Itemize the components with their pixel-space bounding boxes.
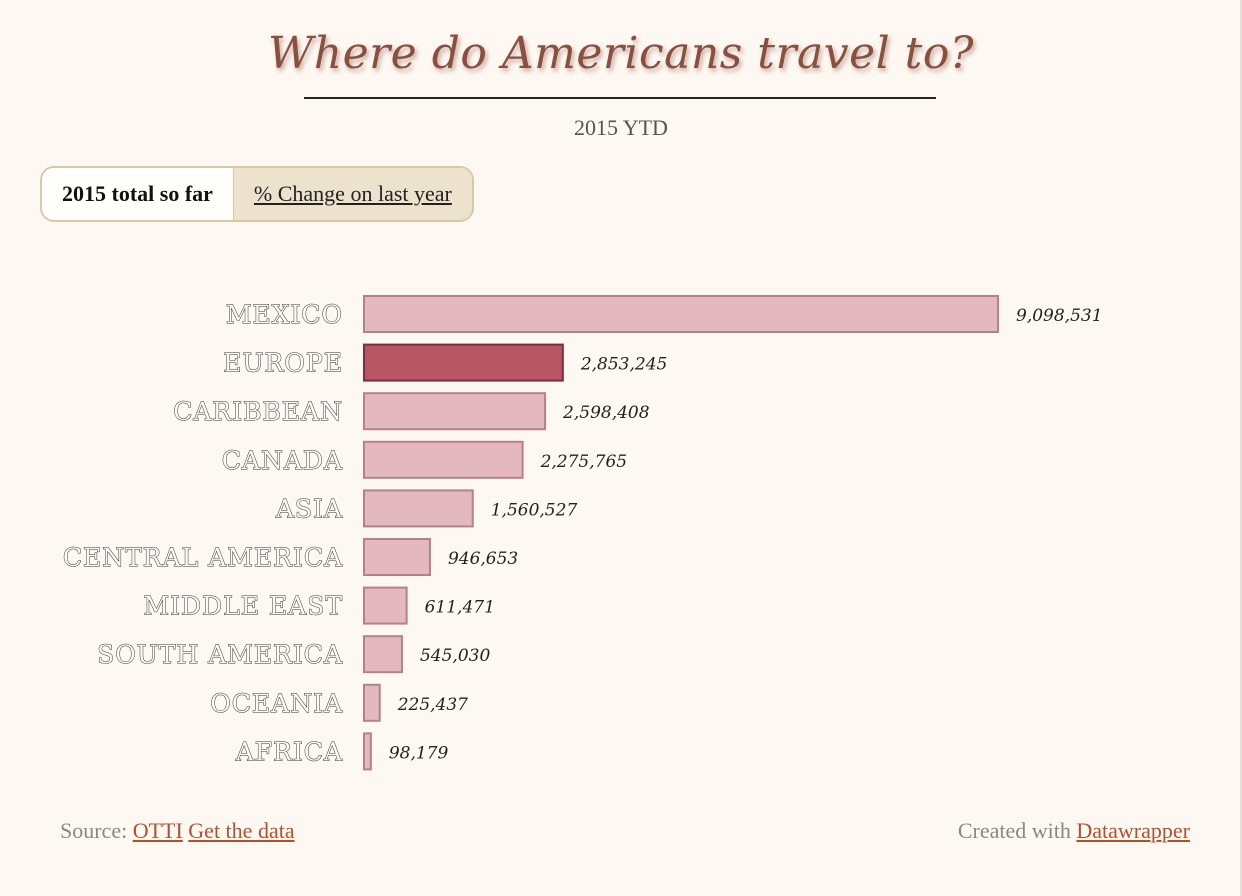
bar[interactable]: [363, 295, 999, 333]
value-label: 225,437: [397, 695, 468, 715]
tab-total[interactable]: 2015 total so far: [42, 168, 233, 220]
value-label: 1,560,527: [491, 500, 578, 520]
category-label: OCEANIA: [210, 689, 343, 718]
bar[interactable]: [363, 489, 474, 528]
footer-credit: Created with Datawrapper: [958, 818, 1190, 844]
created-with-label: Created with: [957, 818, 1071, 843]
category-label: AFRICA: [235, 737, 343, 766]
category-label: MEXICO: [226, 300, 343, 329]
footer-source: Source: OTTI Get the data: [60, 818, 295, 844]
title-divider: [304, 97, 936, 99]
value-label: 98,179: [389, 743, 449, 763]
category-label: ASIA: [275, 494, 343, 523]
category-label: CARIBBEAN: [173, 397, 343, 426]
category-label: CENTRAL AMERICA: [63, 543, 343, 572]
category-label: SOUTH AMERICA: [97, 640, 343, 669]
bar[interactable]: [363, 635, 403, 674]
category-label: CANADA: [222, 446, 343, 475]
get-data-link[interactable]: Get the data: [188, 818, 295, 843]
value-label: 2,598,408: [562, 403, 650, 423]
datawrapper-link[interactable]: Datawrapper: [1076, 818, 1190, 843]
bar[interactable]: [363, 586, 408, 625]
category-label: EUROPE: [223, 349, 343, 378]
category-label: MIDDLE EAST: [144, 592, 343, 621]
view-toggle: 2015 total so far % Change on last year: [40, 166, 474, 222]
bar[interactable]: [363, 538, 431, 576]
value-label: 545,030: [420, 646, 490, 666]
chart-subtitle: 2015 YTD: [574, 115, 668, 140]
value-label: 2,853,245: [580, 355, 668, 375]
bar[interactable]: [363, 732, 372, 771]
source-link[interactable]: OTTI: [132, 818, 183, 843]
chart-title: Where do Americans travel to?: [268, 28, 974, 79]
bar[interactable]: [363, 440, 524, 479]
window-edge: [1240, 0, 1242, 896]
tab-percent-change[interactable]: % Change on last year: [232, 168, 472, 220]
value-label: 611,471: [425, 598, 495, 618]
value-label: 2,275,765: [540, 452, 628, 472]
bar[interactable]: [363, 343, 564, 382]
value-label: 9,098,531: [1016, 306, 1103, 326]
value-label: 946,653: [448, 549, 518, 569]
bar[interactable]: [363, 392, 547, 431]
source-label: Source:: [60, 818, 128, 843]
bar[interactable]: [363, 683, 381, 722]
